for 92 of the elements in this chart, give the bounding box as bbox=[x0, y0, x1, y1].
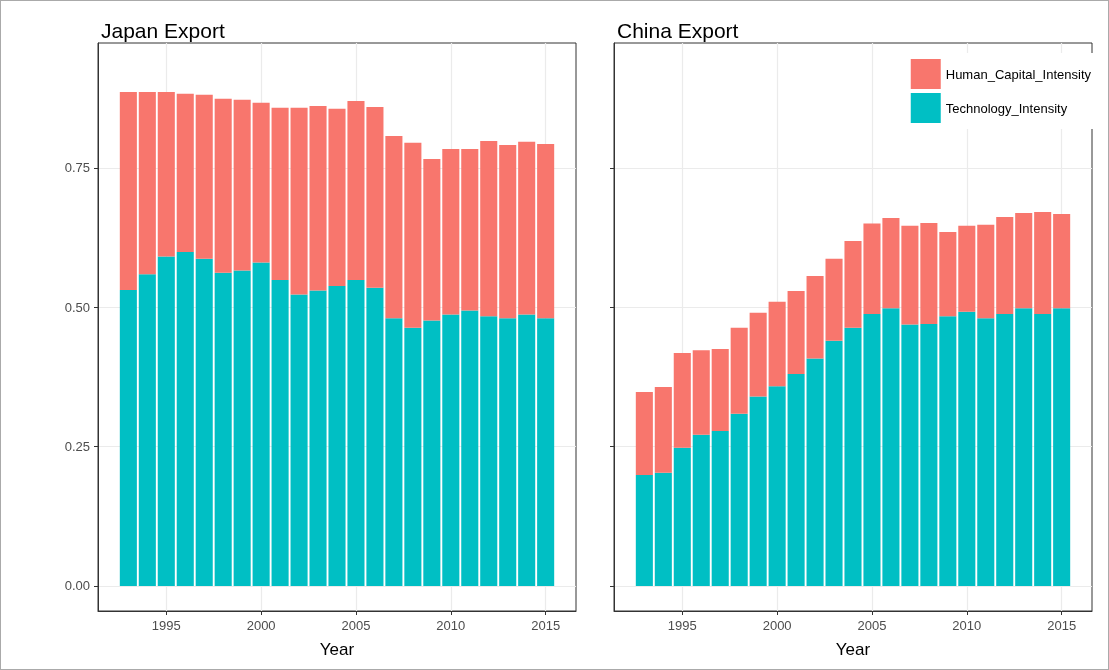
bar bbox=[787, 291, 805, 375]
bar bbox=[958, 311, 976, 586]
bar bbox=[271, 279, 289, 586]
bar bbox=[233, 99, 251, 271]
x-tick-label: 2015 bbox=[1047, 618, 1077, 633]
bar bbox=[404, 327, 422, 586]
bar bbox=[499, 145, 517, 319]
x-tick-label: 2010 bbox=[436, 618, 466, 633]
bar bbox=[768, 386, 786, 586]
bar bbox=[1034, 313, 1052, 586]
bar bbox=[901, 324, 919, 586]
x-tick-label: 2005 bbox=[341, 618, 371, 633]
y-tick-label: 0.00 bbox=[64, 578, 90, 594]
bar bbox=[499, 318, 517, 586]
bar bbox=[939, 231, 957, 317]
bar bbox=[673, 447, 691, 586]
bar bbox=[119, 289, 137, 586]
bar bbox=[195, 94, 213, 259]
legend-label: Technology_Intensity bbox=[945, 100, 1068, 116]
chart-title: China Export bbox=[617, 19, 739, 42]
bar bbox=[518, 314, 536, 586]
bar bbox=[977, 318, 995, 586]
bar bbox=[423, 320, 441, 586]
bar bbox=[730, 413, 748, 586]
y-tick-label: 0.25 bbox=[64, 439, 90, 455]
bar bbox=[442, 148, 460, 315]
chart-title: Japan Export bbox=[101, 19, 225, 42]
bar bbox=[730, 327, 748, 414]
bar bbox=[692, 434, 710, 586]
bar bbox=[711, 430, 729, 586]
bar bbox=[214, 272, 232, 586]
bar bbox=[654, 472, 672, 586]
bar bbox=[195, 258, 213, 586]
bar bbox=[404, 142, 422, 328]
bar bbox=[920, 223, 938, 324]
bar bbox=[138, 274, 156, 586]
bar bbox=[442, 314, 460, 586]
bar bbox=[787, 374, 805, 586]
bar bbox=[537, 143, 555, 319]
legend-label: Human_Capital_Intensity bbox=[945, 66, 1092, 82]
bar bbox=[157, 92, 175, 257]
bar bbox=[996, 216, 1014, 314]
x-tick-label: 2000 bbox=[762, 618, 792, 633]
bar bbox=[977, 224, 995, 319]
x-tick-label: 1995 bbox=[151, 618, 181, 633]
bar bbox=[119, 92, 137, 290]
bar bbox=[939, 316, 957, 586]
bar bbox=[461, 310, 479, 586]
bar bbox=[385, 136, 403, 319]
bar bbox=[749, 312, 767, 397]
x-tick-label: 2015 bbox=[531, 618, 561, 633]
bar bbox=[749, 396, 767, 586]
bar bbox=[635, 391, 653, 475]
bar bbox=[157, 256, 175, 586]
bar bbox=[214, 98, 232, 273]
bar bbox=[537, 318, 555, 586]
x-axis-title: Year bbox=[835, 640, 871, 659]
bar bbox=[1053, 214, 1071, 309]
x-tick-label: 1995 bbox=[667, 618, 697, 633]
bar bbox=[1015, 213, 1033, 309]
bar bbox=[1053, 308, 1071, 586]
x-tick-label: 2005 bbox=[857, 618, 887, 633]
bar bbox=[996, 313, 1014, 586]
x-tick-label: 2000 bbox=[246, 618, 276, 633]
y-tick-label: 0.50 bbox=[64, 299, 90, 315]
bar bbox=[480, 141, 498, 317]
bar bbox=[252, 262, 270, 586]
bar bbox=[233, 270, 251, 586]
bar bbox=[920, 323, 938, 586]
bar bbox=[423, 158, 441, 321]
bar bbox=[692, 350, 710, 435]
bar bbox=[711, 349, 729, 431]
bar bbox=[176, 93, 194, 253]
bar bbox=[518, 141, 536, 315]
bar bbox=[385, 318, 403, 586]
bar bbox=[1034, 211, 1052, 314]
bar bbox=[654, 386, 672, 473]
bar bbox=[176, 252, 194, 586]
bar bbox=[635, 474, 653, 586]
y-tick-label: 0.75 bbox=[64, 160, 90, 176]
bar bbox=[252, 102, 270, 263]
bar bbox=[461, 148, 479, 311]
bar bbox=[673, 352, 691, 448]
bar bbox=[480, 316, 498, 586]
x-tick-label: 2010 bbox=[952, 618, 982, 633]
bar bbox=[1015, 308, 1033, 586]
bar bbox=[768, 301, 786, 387]
bar bbox=[901, 225, 919, 325]
x-axis-title: Year bbox=[319, 640, 355, 659]
bar bbox=[271, 107, 289, 280]
bar bbox=[138, 92, 156, 275]
bar bbox=[958, 225, 976, 312]
